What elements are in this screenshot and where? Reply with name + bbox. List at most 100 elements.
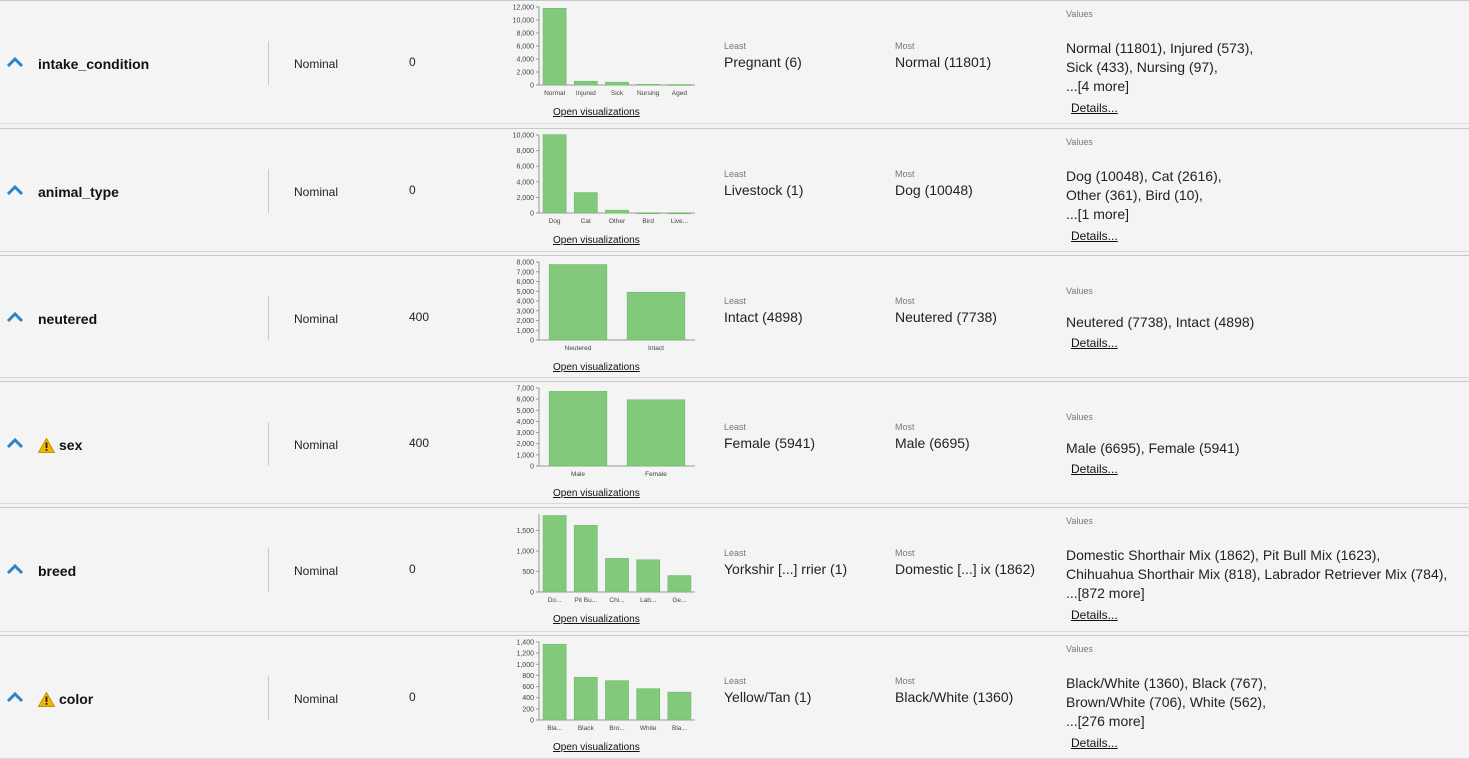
y-tick-label: 8,000 bbox=[516, 31, 534, 38]
values-line: Domestic Shorthair Mix (1862), Pit Bull … bbox=[1066, 547, 1381, 563]
x-tick-label: Do... bbox=[548, 597, 562, 604]
column-divider bbox=[268, 169, 269, 213]
least-label: Least bbox=[724, 41, 747, 51]
values-line: Black/White (1360), Black (767), bbox=[1066, 675, 1267, 691]
x-tick-label: Bla... bbox=[547, 725, 562, 732]
attribute-row-intake_condition: intake_condition Nominal 0 0 2,000 4,000 6,000… bbox=[0, 0, 1469, 124]
bar-Dog bbox=[542, 134, 567, 214]
bar-Ge... bbox=[667, 575, 692, 593]
least-label: Least bbox=[724, 548, 747, 558]
values-line: ...[1 more] bbox=[1066, 206, 1130, 222]
x-tick-label: Female bbox=[645, 471, 667, 478]
x-tick-label: Neutered bbox=[565, 345, 592, 352]
collapse-chevron-icon[interactable] bbox=[6, 690, 24, 703]
details-link[interactable]: Details... bbox=[1071, 336, 1118, 350]
x-tick-label: Cat bbox=[581, 218, 591, 225]
y-tick-label: 600 bbox=[522, 684, 534, 691]
y-tick-label: 2,000 bbox=[516, 318, 534, 325]
values-label: Values bbox=[1066, 137, 1093, 147]
attribute-row-color: color Nominal 0 0 200 400 600 800 1,000 1,200 1,40… bbox=[0, 635, 1469, 759]
least-value: Pregnant (6) bbox=[724, 54, 802, 70]
attribute-name-text: animal_type bbox=[38, 184, 119, 200]
bar-Sick bbox=[605, 81, 629, 86]
open-visualizations-link[interactable]: Open visualizations bbox=[553, 107, 640, 118]
bar-Bro... bbox=[605, 680, 629, 721]
open-visualizations-link[interactable]: Open visualizations bbox=[553, 235, 640, 246]
missing-count: 0 bbox=[409, 55, 416, 69]
y-tick-label: 0 bbox=[530, 590, 534, 597]
bar-Other bbox=[605, 209, 629, 214]
x-tick-label: Black bbox=[578, 725, 595, 732]
values-list: Dog (10048), Cat (2616), Other (361), Bir… bbox=[1066, 167, 1222, 224]
warning-icon bbox=[37, 436, 56, 453]
collapse-chevron-icon[interactable] bbox=[6, 562, 24, 575]
values-line: ...[276 more] bbox=[1066, 713, 1145, 729]
attribute-name: neutered bbox=[38, 311, 97, 327]
bar-Aged bbox=[667, 84, 692, 86]
attribute-row-neutered: neutered Nominal 400 0 1,000 2,000 3,000 4,000 5… bbox=[0, 255, 1469, 378]
open-visualizations-link[interactable]: Open visualizations bbox=[553, 362, 640, 373]
details-link[interactable]: Details... bbox=[1071, 736, 1118, 750]
collapse-chevron-icon[interactable] bbox=[6, 55, 24, 68]
open-visualizations-link[interactable]: Open visualizations bbox=[553, 742, 640, 753]
x-tick-label: Bro... bbox=[609, 725, 625, 732]
histogram-chart[interactable]: 0 200 400 600 800 1,000 1,200 1,400 Bla... Black B… bbox=[505, 638, 701, 734]
y-tick-label: 4,000 bbox=[516, 299, 534, 306]
most-value: Neutered (7738) bbox=[895, 309, 997, 325]
y-tick-label: 0 bbox=[530, 718, 534, 725]
histogram-svg: 0 2,000 4,000 6,000 8,000 10,000 Dog Cat Other Bi… bbox=[513, 133, 695, 225]
most-value: Dog (10048) bbox=[895, 182, 973, 198]
x-tick-label: Chi... bbox=[609, 597, 624, 604]
x-tick-label: Other bbox=[609, 218, 626, 225]
histogram-chart[interactable]: 0 2,000 4,000 6,000 8,000 10,000 Dog Cat Other Bi… bbox=[505, 131, 701, 227]
histogram-chart[interactable]: 0 1,000 2,000 3,000 4,000 5,000 6,000 7,000 8,00… bbox=[505, 258, 701, 354]
bar-Chi... bbox=[605, 558, 629, 593]
values-line: Normal (11801), Injured (573), bbox=[1066, 40, 1254, 56]
details-link[interactable]: Details... bbox=[1071, 608, 1118, 622]
missing-count: 0 bbox=[409, 562, 416, 576]
bar-Bird bbox=[636, 212, 661, 215]
collapse-chevron-icon[interactable] bbox=[6, 310, 24, 323]
most-label: Most bbox=[895, 422, 915, 432]
y-tick-label: 6,000 bbox=[516, 44, 534, 51]
open-visualizations-link[interactable]: Open visualizations bbox=[553, 614, 640, 625]
histogram-svg: 0 200 400 600 800 1,000 1,200 1,400 Bla... Black B… bbox=[516, 640, 695, 732]
details-link[interactable]: Details... bbox=[1071, 229, 1118, 243]
attribute-row-breed: breed Nominal 0 0 500 1,000 1,500 Do... Pit Bu..… bbox=[0, 507, 1469, 632]
most-value: Normal (11801) bbox=[895, 54, 992, 70]
bar-Intact bbox=[626, 291, 686, 341]
y-tick-label: 10,000 bbox=[513, 18, 535, 25]
most-label: Most bbox=[895, 548, 915, 558]
histogram-chart[interactable]: 0 2,000 4,000 6,000 8,000 10,000 12,000 Normal I… bbox=[505, 3, 701, 99]
bar-Pit Bu... bbox=[573, 525, 598, 593]
most-label: Most bbox=[895, 169, 915, 179]
missing-count: 400 bbox=[409, 436, 430, 450]
attribute-type: Nominal bbox=[294, 692, 339, 706]
y-tick-label: 2,000 bbox=[516, 195, 534, 202]
histogram-chart[interactable]: 0 1,000 2,000 3,000 4,000 5,000 6,000 7,000 Male… bbox=[505, 384, 701, 480]
collapse-chevron-icon[interactable] bbox=[6, 436, 24, 449]
y-tick-label: 400 bbox=[522, 695, 534, 702]
y-tick-label: 500 bbox=[522, 569, 534, 576]
most-label: Most bbox=[895, 296, 915, 306]
attribute-name: intake_condition bbox=[38, 56, 149, 72]
collapse-chevron-icon[interactable] bbox=[6, 183, 24, 196]
details-link[interactable]: Details... bbox=[1071, 101, 1118, 115]
y-tick-label: 4,000 bbox=[516, 179, 534, 186]
open-visualizations-link[interactable]: Open visualizations bbox=[553, 488, 640, 499]
x-tick-label: Aged bbox=[672, 90, 688, 97]
x-tick-label: Live... bbox=[671, 218, 689, 225]
histogram-svg: 0 2,000 4,000 6,000 8,000 10,000 12,000 Normal I… bbox=[513, 5, 695, 97]
x-tick-label: Bla... bbox=[672, 725, 687, 732]
y-tick-label: 1,400 bbox=[516, 640, 534, 647]
attribute-name: color bbox=[37, 690, 93, 707]
attribute-row-sex: sex Nominal 400 0 1,000 2,000 3,000 4,000 5,000 6… bbox=[0, 381, 1469, 504]
column-divider bbox=[268, 422, 269, 466]
most-value: Male (6695) bbox=[895, 435, 970, 451]
attribute-type: Nominal bbox=[294, 564, 339, 578]
most-value: Black/White (1360) bbox=[895, 689, 1014, 705]
histogram-chart[interactable]: 0 500 1,000 1,500 Do... Pit Bu... Chi... Lab...… bbox=[505, 510, 701, 606]
attribute-name: breed bbox=[38, 563, 76, 579]
details-link[interactable]: Details... bbox=[1071, 462, 1118, 476]
x-tick-label: Lab... bbox=[640, 597, 656, 604]
